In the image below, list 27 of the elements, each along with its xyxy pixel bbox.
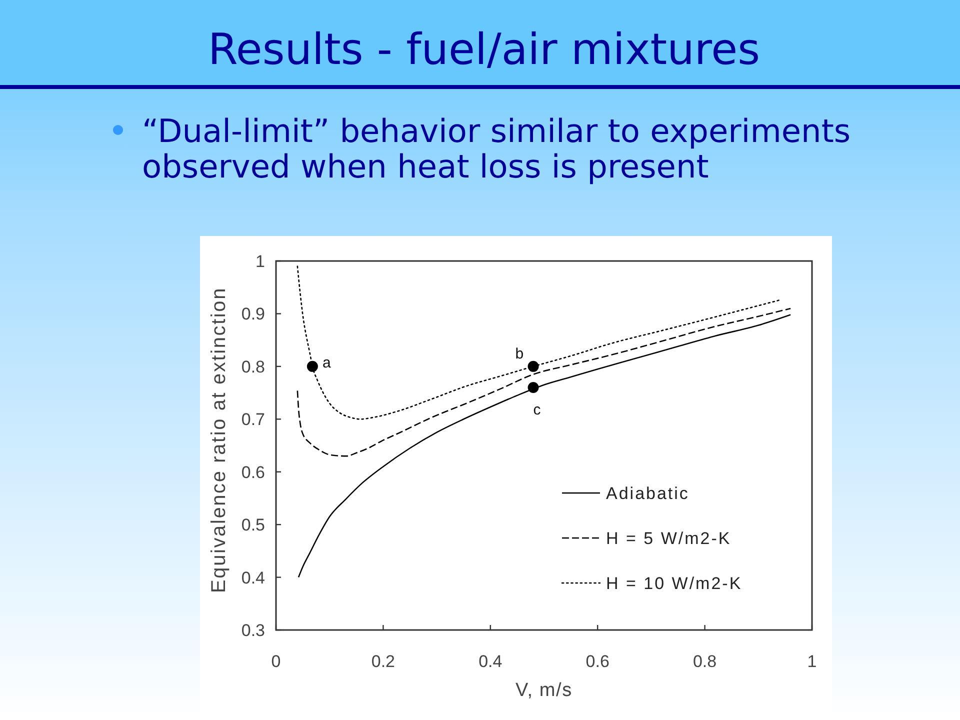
x-tick-label: 0.2 — [371, 652, 396, 671]
x-tick-label: 0.6 — [586, 652, 610, 671]
y-axis-title: Equivalence ratio at extinction — [208, 286, 230, 594]
y-tick-label: 0.4 — [241, 568, 265, 588]
x-tick-label: 0.8 — [692, 652, 717, 671]
data-label: b — [515, 345, 524, 362]
x-tick-label: 0 — [271, 652, 281, 671]
line-series — [296, 266, 780, 420]
y-tick-label: 0.6 — [241, 462, 265, 482]
y-tick-label: 1 — [256, 252, 265, 271]
legend-label: H = 5 W/m2-K — [606, 529, 732, 548]
line-series — [298, 314, 792, 578]
line-series — [296, 308, 792, 457]
y-tick-label: 0.3 — [241, 621, 265, 640]
data-label: a — [322, 354, 332, 372]
chart-subtitle: “Dual-limit” behavior similar to experiments observed when heat loss is present — [142, 112, 851, 186]
x-tick-label: 1 — [807, 652, 817, 671]
y-tick-label: 0.8 — [241, 357, 265, 376]
x-tick-label: 0.4 — [478, 652, 502, 671]
chart-title: Results - fuel/air mixtures — [208, 25, 760, 75]
x-axis-title: V, m/s — [516, 680, 572, 701]
y-tick-label: 0.9 — [241, 304, 265, 324]
legend-label: H = 10 W/m2-K — [606, 574, 742, 593]
y-tick-label: 0.7 — [241, 410, 265, 430]
legend-label: Adiabatic — [606, 484, 690, 503]
data-label: c — [533, 402, 542, 419]
y-tick-label: 0.5 — [241, 516, 265, 535]
